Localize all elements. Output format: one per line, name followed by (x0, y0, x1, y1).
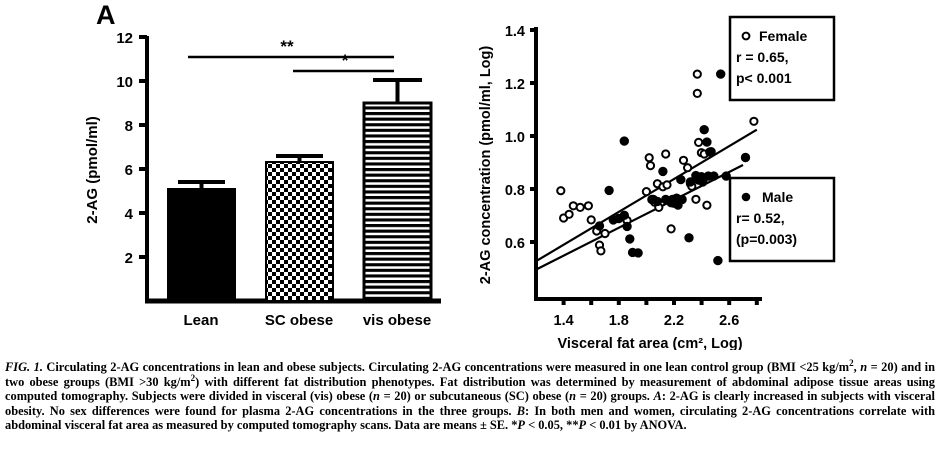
caption-p-1: P (517, 418, 525, 433)
caption-n-2: n (373, 389, 380, 404)
panel-a-xtick-lean: Lean (183, 312, 218, 329)
panel-b-ytick-1-0: 1.0 (505, 130, 525, 146)
panel-b-y-axis-title: 2-AG concentration (pmol/ml, Log) (478, 46, 494, 285)
errorbar-vis-obese (373, 78, 422, 103)
panel-a-bar-chart: A (0, 0, 470, 350)
legend-female-box (728, 15, 836, 102)
bar-vis-obese (362, 101, 433, 303)
legend-male-p: (p=0.003) (736, 231, 797, 247)
legend-female: Female r = 0.65, p< 0.001 (728, 15, 836, 102)
open-circle-icon (741, 31, 751, 41)
caption-text-9: < 0.05, ** (524, 418, 579, 433)
caption-text-5: = 20) or subcutaneous (SC) obese ( (379, 389, 570, 404)
caption-text-10: < 0.01 by ANOVA. (586, 418, 687, 433)
legend-male-box (728, 176, 836, 263)
filled-circle-icon (741, 192, 751, 202)
panel-b-xtick-1-4: 1.4 (554, 313, 574, 329)
significance-label-double-star: ** (280, 37, 294, 56)
legend-male-r: r= 0.52, (736, 210, 785, 226)
panel-a-svg: 12 10 8 6 4 2 2-AG (pmol/ml) (84, 30, 441, 329)
panel-a-ytick-8: 8 (125, 118, 133, 135)
significance-bar-single-star: * (293, 51, 394, 73)
caption-text-2: , (853, 360, 861, 374)
errorbar-lean (178, 180, 225, 189)
panel-b-y-ticks (530, 28, 536, 244)
caption-text-1: Circulating 2-AG concentrations in lean … (42, 360, 850, 374)
legend-female-p: p< 0.001 (736, 70, 792, 86)
caption-text-3: = 20) and in two obese groups (BMI >30 k… (5, 360, 935, 389)
errorbar-sc-obese (276, 154, 323, 162)
panel-a-ytick-12: 12 (116, 30, 133, 47)
caption-n-1: n (860, 360, 868, 374)
caption-text-4: ) with different fat distribution phenot… (5, 374, 935, 404)
caption-text-8: : In both men and women, circulating 2-A… (5, 403, 935, 433)
panel-b-ytick-0-8: 0.8 (505, 183, 525, 199)
panel-b-ytick-1-2: 1.2 (505, 77, 525, 93)
panel-b-scatter-chart: B 1.4 1.2 1.0 0.8 0.6 (470, 0, 940, 350)
caption-text-7: : 2-AG is clearly increased in subjects … (5, 389, 935, 418)
legend-male: Male r= 0.52, (p=0.003) (728, 176, 836, 263)
panel-b-xtick-2-2: 2.2 (664, 313, 684, 329)
caption-text-6: = 20) groups. (576, 389, 654, 404)
panel-a-y-axis-title: 2-AG (pmol/ml) (84, 116, 101, 224)
panel-b-svg: 1.4 1.2 1.0 0.8 0.6 1.4 1.8 2.2 2.6 2-AG… (478, 15, 836, 350)
panel-b-xtick-2-6: 2.6 (719, 313, 739, 329)
caption-panel-b-ref: B (516, 403, 526, 418)
panel-b-xtick-1-8: 1.8 (609, 313, 629, 329)
caption-sup-1: 2 (849, 357, 854, 368)
caption-n-3: n (569, 389, 577, 404)
scatter-points-female (556, 69, 759, 256)
caption-panel-a-ref: A (653, 389, 662, 404)
legend-female-name: Female (759, 28, 807, 44)
caption-p-2: P (578, 418, 587, 433)
panel-a-ytick-6: 6 (125, 162, 133, 179)
legend-male-name: Male (762, 189, 793, 205)
figure-caption: FIG. 1. Circulating 2-AG concentrations … (5, 357, 935, 433)
panel-b-x-axis-title: Visceral fat area (cm², Log) (557, 336, 742, 350)
scatter-points-male (594, 69, 751, 266)
panel-a-label: A (96, 0, 116, 30)
caption-sup-2: 2 (190, 372, 196, 383)
bar-lean (167, 188, 236, 302)
legend-female-r: r = 0.65, (736, 49, 789, 65)
regression-line-male (535, 164, 744, 271)
caption-fig-number: FIG. 1. (5, 360, 43, 374)
bar-sc-obese (265, 161, 334, 302)
significance-label-single-star: * (342, 51, 349, 70)
panel-a-y-ticks (139, 35, 147, 259)
panel-b-ytick-1-4: 1.4 (505, 24, 525, 40)
significance-bar-double-star: ** (188, 37, 394, 59)
panel-b-ytick-0-6: 0.6 (505, 236, 525, 252)
panel-b-x-ticks (561, 299, 759, 305)
panel-a-ytick-2: 2 (125, 250, 133, 267)
panel-a-ytick-10: 10 (116, 74, 133, 91)
panel-a-ytick-4: 4 (125, 206, 134, 223)
panel-a-xtick-sc-obese: SC obese (265, 312, 333, 329)
panel-a-xtick-vis-obese: vis obese (363, 312, 431, 329)
